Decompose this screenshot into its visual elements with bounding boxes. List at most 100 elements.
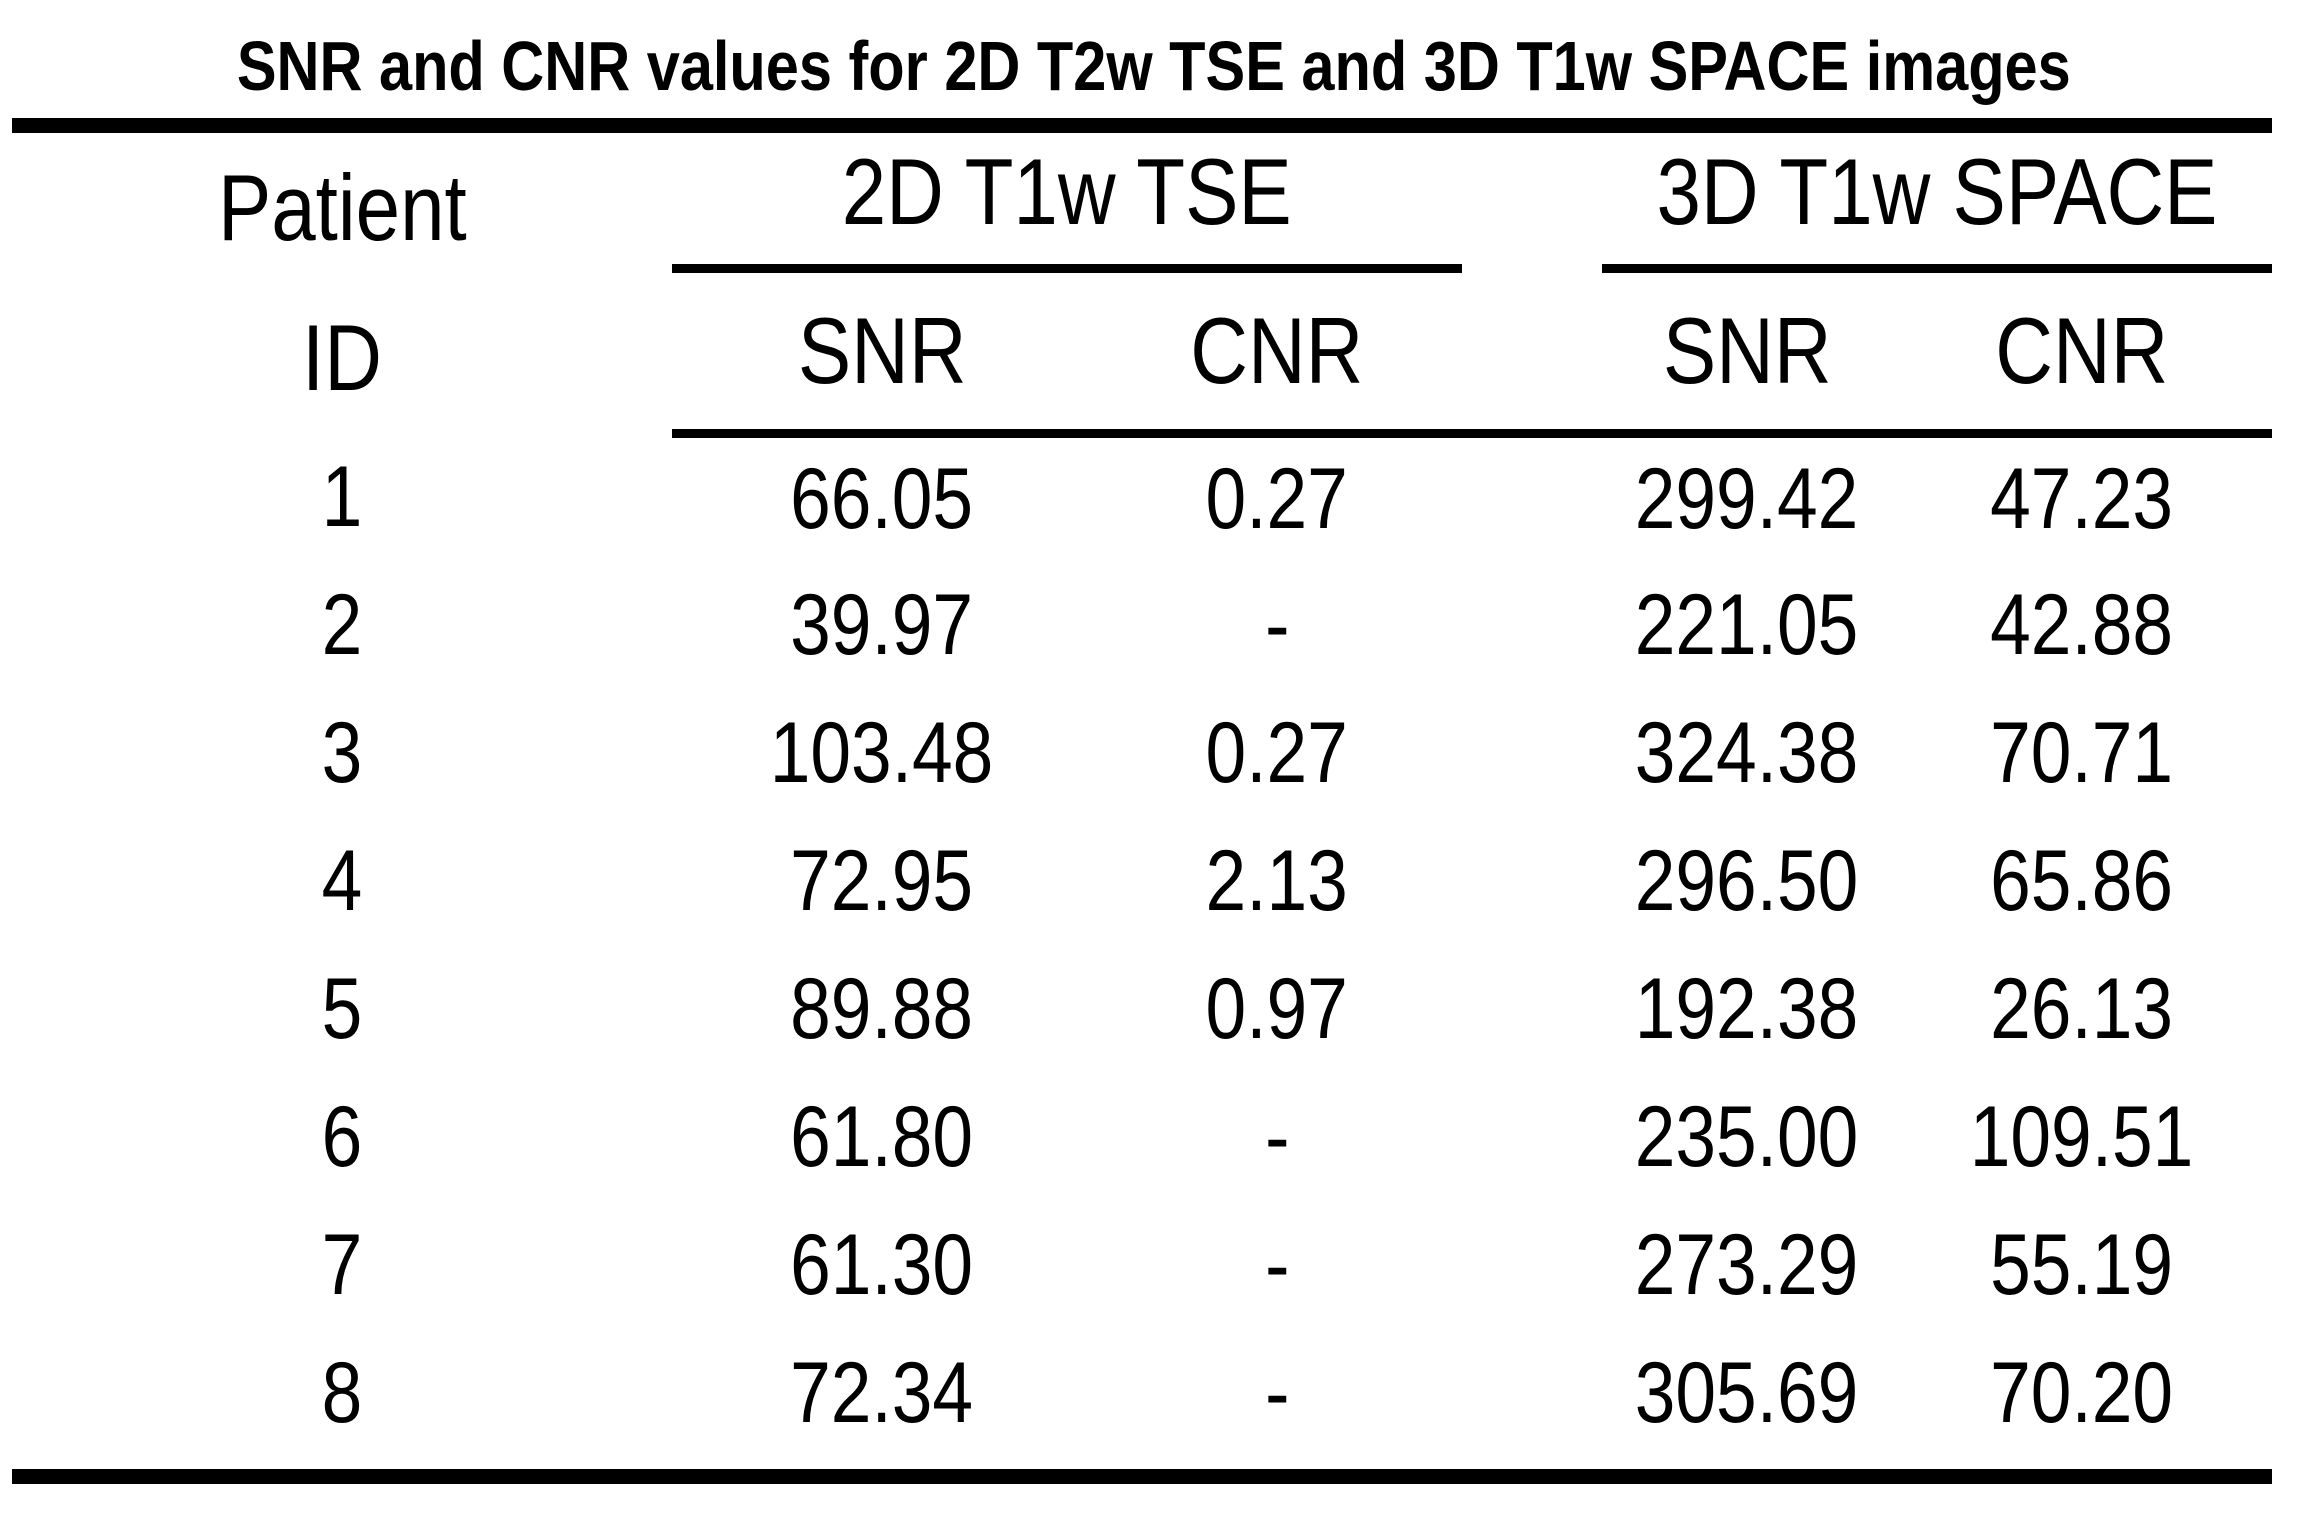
space-cnr-value: 65.86 [1990,832,2174,929]
table-row: 2 39.97 - 221.05 42.88 [12,561,2272,689]
space-cnr-header-text: CNR [1995,297,2169,403]
tse-snr-cell: 103.48 [672,689,1092,817]
space-snr-cell: 192.38 [1602,945,1892,1073]
table-row: 6 61.80 - 235.00 109.51 [12,1073,2272,1201]
tse-snr-value: 72.34 [790,1344,974,1441]
space-snr-value: 324.38 [1635,704,1859,801]
patient-header-line1: Patient [217,155,467,260]
group-header-row: Patient ID 2D T1w TSE 3D T1w SPACE [12,133,2273,438]
tse-cnr-value: - [1264,576,1290,673]
table-row: 4 72.95 2.13 296.50 65.86 [12,817,2272,945]
space-snr-cell: 324.38 [1602,689,1892,817]
patient-id-cell: 3 [12,689,672,817]
patient-id-cell: 5 [12,945,672,1073]
tse-cnr-cell: - [1092,1073,1462,1201]
top-rule [12,118,2272,133]
group-header-2d-t1w-tse-text: 2D T1w TSE [842,139,1292,245]
space-snr-cell: 305.69 [1602,1329,1892,1457]
tse-snr-cell: 72.34 [672,1329,1092,1457]
gap-cell [1462,945,1602,1073]
gap-cell [1462,1329,1602,1457]
space-snr-cell: 235.00 [1602,1073,1892,1201]
patient-id-cell: 7 [12,1201,672,1329]
table-title: SNR and CNR values for 2D T2w TSE and 3D… [0,0,2307,108]
tse-cnr-header: CNR [1092,268,1462,438]
patient-id-value: 7 [321,1216,363,1313]
tse-cnr-cell: - [1092,561,1462,689]
table-title-text: SNR and CNR values for 2D T2w TSE and 3D… [236,27,2071,105]
space-cnr-cell: 70.71 [1892,689,2272,817]
gap-cell [1462,561,1602,689]
tse-snr-value: 39.97 [790,576,974,673]
tse-snr-cell: 61.80 [672,1073,1092,1201]
patient-id-value: 5 [321,960,363,1057]
tse-snr-cell: 61.30 [672,1201,1092,1329]
subheader-row: SNR CNR SNR CNR [12,268,2273,438]
space-cnr-value: 42.88 [1990,576,2174,673]
tse-snr-value: 89.88 [790,960,974,1057]
space-snr-value: 305.69 [1635,1344,1859,1441]
group-header-3d-t1w-space-text: 3D T1w SPACE [1656,139,2218,245]
space-snr-value: 221.05 [1635,576,1859,673]
table-row: 8 72.34 - 305.69 70.20 [12,1329,2272,1457]
space-snr-header: SNR [1602,268,1892,438]
group-header-3d-t1w-space: 3D T1w SPACE [1602,133,2273,274]
space-cnr-cell: 47.23 [1892,433,2272,561]
table-body: 1 66.05 0.27 299.42 47.23 2 39.97 - 221.… [12,433,2272,1457]
table-header: Patient ID 2D T1w TSE 3D T1w SPACE SNR C… [12,133,2273,438]
space-cnr-value: 109.51 [1970,1088,2194,1185]
tse-snr-value: 61.80 [790,1088,974,1185]
tse-cnr-value: 0.27 [1205,704,1349,801]
gap-cell [1462,1201,1602,1329]
patient-id-value: 1 [321,448,363,545]
patient-id-cell: 1 [12,433,672,561]
tse-snr-cell: 89.88 [672,945,1092,1073]
table-row: 3 103.48 0.27 324.38 70.71 [12,689,2272,817]
patient-id-header: Patient ID [12,133,672,433]
space-cnr-cell: 42.88 [1892,561,2272,689]
patient-id-cell: 6 [12,1073,672,1201]
tse-snr-header: SNR [672,268,1092,438]
space-snr-cell: 273.29 [1602,1201,1892,1329]
snr-cnr-table: Patient ID 2D T1w TSE 3D T1w SPACE SNR C… [12,133,2273,1457]
tse-cnr-cell: 0.97 [1092,945,1462,1073]
space-snr-header-text: SNR [1662,297,1832,403]
tse-cnr-value: 2.13 [1205,832,1349,929]
gap-cell [1462,817,1602,945]
space-snr-cell: 221.05 [1602,561,1892,689]
gap-cell [1462,433,1602,561]
space-cnr-header: CNR [1892,268,2273,438]
patient-id-cell: 2 [12,561,672,689]
gap-cell [1462,1073,1602,1201]
space-snr-cell: 299.42 [1602,433,1892,561]
tse-snr-value: 72.95 [790,832,974,929]
group-header-2d-t1w-tse: 2D T1w TSE [672,133,1462,274]
patient-id-value: 4 [321,832,363,929]
tse-cnr-header-text: CNR [1190,297,1364,403]
space-snr-value: 299.42 [1635,450,1859,547]
tse-snr-cell: 66.05 [672,433,1092,561]
tse-snr-value: 61.30 [790,1216,974,1313]
tse-snr-cell: 39.97 [672,561,1092,689]
tse-cnr-value: 0.27 [1205,450,1349,547]
tse-cnr-value: 0.97 [1205,960,1349,1057]
patient-id-value: 2 [321,576,363,673]
table-row: 7 61.30 - 273.29 55.19 [12,1201,2272,1329]
patient-id-value: 8 [321,1344,363,1441]
tse-cnr-value: - [1264,1344,1290,1441]
column-gap [1462,133,1602,438]
gap-cell [1462,689,1602,817]
space-snr-value: 192.38 [1635,960,1859,1057]
space-cnr-value: 55.19 [1990,1216,2174,1313]
patient-id-value: 3 [321,704,363,801]
tse-cnr-cell: 2.13 [1092,817,1462,945]
tse-snr-cell: 72.95 [672,817,1092,945]
space-cnr-cell: 55.19 [1892,1201,2272,1329]
tse-cnr-cell: - [1092,1201,1462,1329]
tse-cnr-cell: 0.27 [1092,689,1462,817]
space-cnr-value: 47.23 [1990,450,2174,547]
tse-cnr-value: - [1264,1088,1290,1185]
patient-id-cell: 4 [12,817,672,945]
space-snr-value: 296.50 [1635,832,1859,929]
bottom-rule [12,1469,2272,1484]
